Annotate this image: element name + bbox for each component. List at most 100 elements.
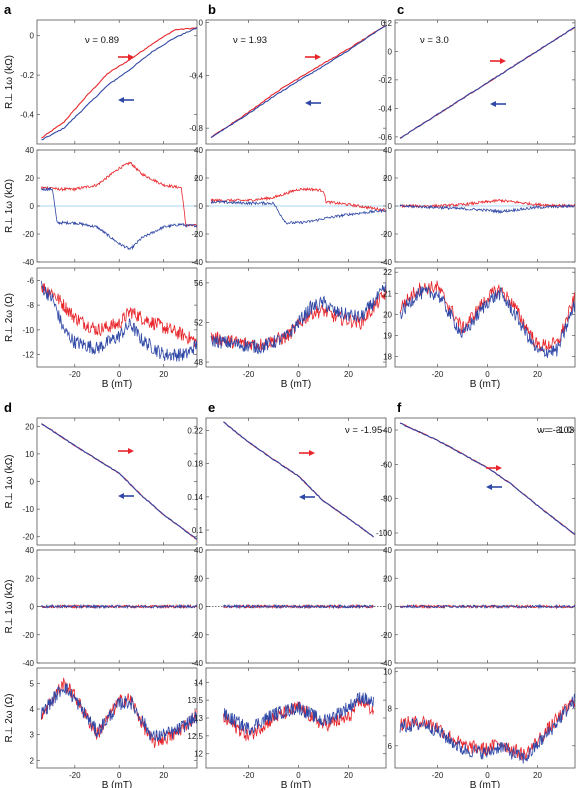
series-backward-f-hall bbox=[399, 422, 575, 535]
y-tick-label: -8 bbox=[27, 301, 35, 310]
y-tick-label: 0.18 bbox=[187, 460, 203, 469]
panel-f bbox=[394, 417, 576, 769]
panel-letter-c: c bbox=[397, 2, 404, 17]
y-axis-label-hall: R⊥ 1ω (kΩ) bbox=[4, 55, 15, 109]
series-forward-c-second bbox=[399, 280, 575, 352]
y-tick-label: 0 bbox=[30, 202, 35, 211]
y-tick-label: -40 bbox=[191, 659, 203, 668]
series-forward-a-second bbox=[41, 283, 197, 348]
series-backward-c-hall bbox=[399, 26, 575, 139]
y-tick-label: 20 bbox=[194, 574, 203, 583]
series-backward-c-second bbox=[399, 286, 575, 358]
x-tick-label: -20 bbox=[69, 771, 81, 780]
y-tick-label: 56 bbox=[194, 279, 203, 288]
panel-c bbox=[394, 19, 576, 368]
nu-label-f: ν = -3.03 bbox=[537, 425, 574, 436]
x-tick-label: -20 bbox=[243, 370, 255, 379]
x-tick-label: 20 bbox=[533, 370, 542, 379]
y-tick-label: 0.2 bbox=[381, 19, 393, 28]
backward-arrow-icon bbox=[486, 484, 502, 490]
series-forward-a-hall bbox=[41, 27, 197, 139]
x-tick-label: 20 bbox=[159, 771, 168, 780]
y-tick-label: 0 bbox=[199, 603, 204, 612]
y-tick-label: -40 bbox=[380, 659, 392, 668]
y-tick-label: 20 bbox=[383, 310, 392, 319]
y-tick-label: 20 bbox=[25, 174, 34, 183]
x-tick-label: 20 bbox=[533, 771, 542, 780]
y-tick-label: -10 bbox=[22, 505, 34, 514]
x-tick-label: 0 bbox=[117, 771, 122, 780]
y-tick-label: -0.6 bbox=[378, 133, 392, 142]
y-tick-label: -0.2 bbox=[20, 71, 34, 80]
series-backward-a-antisym bbox=[41, 186, 197, 251]
series-backward-d-second bbox=[41, 683, 197, 742]
y-tick-label: 40 bbox=[194, 146, 203, 155]
y-tick-label: -0.2 bbox=[378, 76, 392, 85]
series-backward-c-antisym bbox=[399, 203, 575, 215]
y-tick-label: -40 bbox=[380, 258, 392, 267]
series-forward-b-antisym bbox=[210, 187, 386, 213]
panel-d bbox=[36, 417, 198, 769]
y-tick-label: 0 bbox=[199, 19, 204, 28]
series-forward-f-hall bbox=[399, 422, 575, 536]
y-tick-label: 12.5 bbox=[187, 732, 203, 741]
nu-label-b: ν = 1.93 bbox=[233, 35, 267, 46]
y-axis-label-second: R⊥ 2ω (Ω) bbox=[4, 694, 15, 743]
y-tick-label: 13 bbox=[194, 714, 203, 723]
y-tick-label: 20 bbox=[25, 574, 34, 583]
series-backward-a-hall bbox=[41, 27, 197, 141]
nu-label-c: ν = 3.0 bbox=[420, 35, 449, 46]
series-backward-a-second bbox=[41, 280, 197, 362]
y-tick-label: 0 bbox=[199, 202, 204, 211]
series-forward-a-antisym bbox=[41, 161, 197, 228]
forward-arrow-icon bbox=[118, 54, 134, 60]
y-tick-label: 40 bbox=[25, 546, 34, 555]
plot-frame-e-second bbox=[205, 667, 387, 769]
y-tick-label: 20 bbox=[383, 174, 392, 183]
y-tick-label: 40 bbox=[25, 146, 34, 155]
panel-letter-b: b bbox=[208, 2, 216, 17]
series-backward-d-antisym bbox=[41, 603, 197, 610]
forward-arrow-icon bbox=[490, 58, 506, 64]
y-tick-label: 0 bbox=[388, 47, 393, 56]
y-tick-label: -60 bbox=[380, 460, 392, 469]
y-tick-label: -20 bbox=[191, 230, 203, 239]
forward-arrow-icon bbox=[118, 448, 134, 454]
series-forward-d-antisym bbox=[41, 603, 197, 610]
y-tick-label: 12 bbox=[194, 750, 203, 759]
series-backward-f-second bbox=[399, 693, 575, 764]
y-tick-label: -40 bbox=[380, 426, 392, 435]
nu-label-a: ν = 0.89 bbox=[85, 35, 119, 46]
plot-frame-c-hall bbox=[394, 19, 576, 145]
series-backward-e-antisym bbox=[223, 603, 374, 610]
x-tick-label: 0 bbox=[117, 370, 122, 379]
x-tick-label: 0 bbox=[485, 370, 490, 379]
x-tick-label: 0 bbox=[485, 771, 490, 780]
y-tick-label: -40 bbox=[22, 659, 34, 668]
plot-frame-f-second bbox=[394, 667, 576, 769]
panel-letter-a: a bbox=[4, 2, 12, 17]
y-tick-label: -0.8 bbox=[189, 124, 203, 133]
y-tick-label: 0 bbox=[30, 478, 35, 487]
panel-a bbox=[36, 19, 198, 368]
series-backward-e-second bbox=[223, 692, 374, 735]
panel-e bbox=[205, 417, 387, 769]
y-tick-label: 18 bbox=[383, 352, 392, 361]
y-tick-label: -80 bbox=[380, 495, 392, 504]
y-tick-label: -20 bbox=[22, 533, 34, 542]
y-tick-label: 20 bbox=[194, 174, 203, 183]
series-backward-b-hall bbox=[210, 25, 386, 138]
backward-arrow-icon bbox=[299, 494, 315, 500]
y-tick-label: 13.5 bbox=[187, 696, 203, 705]
y-tick-label: -0.4 bbox=[189, 71, 203, 80]
series-forward-b-second bbox=[210, 286, 386, 351]
series-backward-b-antisym bbox=[210, 199, 386, 225]
y-tick-label: -40 bbox=[191, 258, 203, 267]
series-backward-f-antisym bbox=[399, 603, 575, 610]
nu-label-e: ν = -1.95 bbox=[345, 425, 382, 436]
y-tick-label: -40 bbox=[22, 258, 34, 267]
y-tick-label: 14 bbox=[194, 678, 203, 687]
x-tick-label: -20 bbox=[432, 370, 444, 379]
y-tick-label: 0 bbox=[388, 603, 393, 612]
